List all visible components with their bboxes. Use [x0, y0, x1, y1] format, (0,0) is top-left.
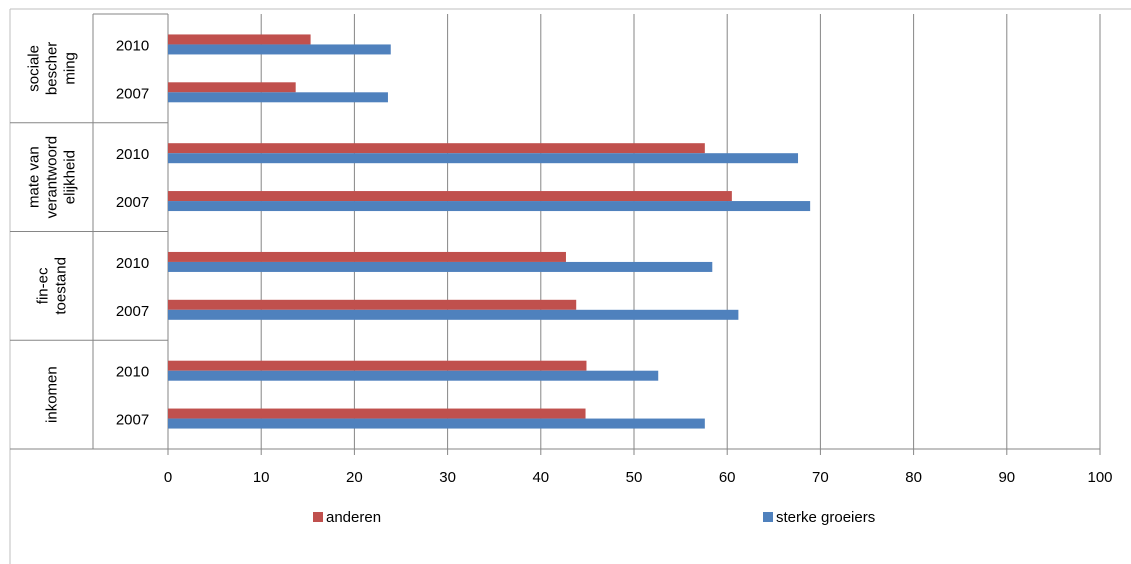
category-label: fin-ec — [35, 267, 52, 304]
bar-anderen — [168, 143, 705, 154]
legend-label: anderen — [326, 509, 381, 526]
bar-sterke-groeiers — [168, 153, 799, 164]
bar-sterke-groeiers — [168, 44, 391, 55]
year-label: 2010 — [116, 364, 149, 381]
year-label: 2010 — [116, 146, 149, 163]
x-tick-label: 90 — [998, 469, 1015, 486]
x-tick-label: 50 — [626, 469, 643, 486]
x-tick-label: 80 — [905, 469, 922, 486]
year-label: 2007 — [116, 85, 149, 102]
year-label: 2007 — [116, 303, 149, 320]
x-tick-label: 10 — [253, 469, 270, 486]
bar-sterke-groeiers — [168, 201, 811, 212]
category-label: verantwoord — [44, 136, 61, 219]
x-tick-label: 30 — [439, 469, 456, 486]
bar-sterke-groeiers — [168, 92, 388, 103]
year-label: 2010 — [116, 37, 149, 54]
bar-sterke-groeiers — [168, 418, 705, 429]
x-tick-label: 0 — [164, 469, 172, 486]
year-label: 2007 — [116, 412, 149, 429]
category-label: bescher — [44, 42, 61, 95]
x-tick-label: 100 — [1087, 469, 1112, 486]
category-label: mate van — [26, 146, 43, 208]
legend-label: sterke groeiers — [776, 509, 875, 526]
year-label: 2010 — [116, 255, 149, 272]
x-tick-label: 40 — [532, 469, 549, 486]
x-tick-label: 70 — [812, 469, 829, 486]
bar-anderen — [168, 408, 586, 419]
legend-swatch-sterke-groeiers — [763, 512, 773, 522]
bar-anderen — [168, 299, 577, 310]
bar-sterke-groeiers — [168, 370, 659, 381]
bar-anderen — [168, 360, 587, 371]
category-label: elijkheid — [62, 150, 79, 204]
category-label: toestand — [53, 257, 70, 315]
category-label: inkomen — [44, 366, 61, 423]
bar-anderen — [168, 34, 311, 45]
category-label: sociale — [26, 45, 43, 92]
x-tick-label: 20 — [346, 469, 363, 486]
legend-swatch-anderen — [313, 512, 323, 522]
bar-sterke-groeiers — [168, 309, 739, 320]
bar-anderen — [168, 82, 296, 93]
bar-sterke-groeiers — [168, 261, 713, 272]
bar-anderen — [168, 191, 732, 202]
category-label: ming — [62, 52, 79, 85]
bar-anderen — [168, 251, 566, 262]
year-label: 2007 — [116, 194, 149, 211]
x-tick-label: 60 — [719, 469, 736, 486]
